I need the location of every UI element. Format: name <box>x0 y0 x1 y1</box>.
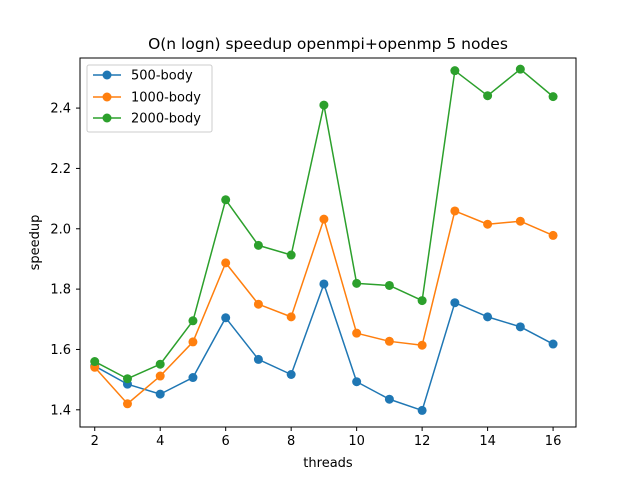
data-point-1000-body <box>450 206 460 216</box>
data-point-500-body <box>319 279 329 289</box>
data-point-1000-body <box>188 337 198 347</box>
data-point-2000-body <box>286 250 296 260</box>
data-point-1000-body <box>483 219 493 229</box>
y-axis: 1.4 1.6 1.8 2.0 2.2 2.4 <box>50 102 80 418</box>
data-point-500-body <box>188 373 198 383</box>
y-tick-label: 1.6 <box>50 343 71 358</box>
x-tick-label: 16 <box>545 434 562 449</box>
data-point-1000-body <box>548 230 558 240</box>
data-point-500-body <box>515 322 525 332</box>
x-tick-label: 6 <box>222 434 230 449</box>
data-point-1000-body <box>417 340 427 350</box>
plot-frame <box>79 57 577 428</box>
data-point-1000-body <box>122 399 132 409</box>
data-point-1000-body <box>319 214 329 224</box>
x-tick-label: 4 <box>156 434 164 449</box>
data-point-2000-body <box>548 92 558 102</box>
data-point-500-body <box>253 354 263 364</box>
data-point-2000-body <box>319 100 329 110</box>
legend-label-2000-body: 2000-body <box>131 112 201 127</box>
data-point-500-body <box>548 339 558 349</box>
y-axis-label: speedup <box>28 215 43 271</box>
data-point-1000-body <box>352 328 362 338</box>
y-tick-label: 1.8 <box>50 283 71 298</box>
data-point-500-body <box>450 298 460 308</box>
y-tick-label: 1.4 <box>50 403 71 418</box>
data-point-2000-body <box>253 240 263 250</box>
data-point-2000-body <box>155 359 165 369</box>
y-tick-label: 2.0 <box>50 222 71 237</box>
data-point-2000-body <box>515 64 525 74</box>
legend-label-500-body: 500-body <box>131 69 193 84</box>
x-axis-label: threads <box>303 456 353 471</box>
data-point-1000-body <box>384 336 394 346</box>
data-point-1000-body <box>221 258 231 268</box>
data-point-500-body <box>221 313 231 323</box>
data-point-2000-body <box>384 280 394 290</box>
data-point-1000-body <box>286 312 296 322</box>
legend-label-1000-body: 1000-body <box>131 91 201 106</box>
y-tick-label: 2.2 <box>50 162 71 177</box>
data-point-1000-body <box>253 299 263 309</box>
data-point-500-body <box>417 405 427 415</box>
data-point-500-body <box>286 370 296 379</box>
x-tick-label: 2 <box>91 434 99 449</box>
data-point-2000-body <box>450 66 460 76</box>
x-tick-label: 10 <box>348 434 365 449</box>
x-axis: 2 4 6 8 10 12 14 16 <box>91 427 562 449</box>
data-point-500-body <box>352 377 362 387</box>
data-point-500-body <box>384 394 394 404</box>
y-tick-label: 2.4 <box>50 102 71 117</box>
legend: 500-body 1000-body 2000-body <box>86 64 213 133</box>
data-point-500-body <box>155 389 165 399</box>
data-point-2000-body <box>417 296 427 306</box>
data-point-1000-body <box>155 371 165 381</box>
x-tick-label: 8 <box>287 434 295 449</box>
legend-marker-1000-body <box>102 92 112 102</box>
legend-marker-2000-body <box>102 113 112 123</box>
x-tick-label: 14 <box>479 434 496 449</box>
data-point-1000-body <box>515 216 525 226</box>
data-point-2000-body <box>352 278 362 288</box>
data-point-2000-body <box>221 195 231 205</box>
data-point-2000-body <box>90 357 100 367</box>
data-point-2000-body <box>483 91 493 101</box>
legend-marker-500-body <box>102 70 112 80</box>
data-point-2000-body <box>122 374 132 384</box>
x-tick-label: 12 <box>414 434 431 449</box>
data-point-500-body <box>483 312 493 322</box>
plot-area <box>79 57 577 428</box>
legend-frame <box>86 64 213 133</box>
series-layer <box>90 64 558 415</box>
chart-title: O(n logn) speedup openmpi+openmp 5 nodes <box>148 35 508 53</box>
data-point-2000-body <box>188 316 198 326</box>
